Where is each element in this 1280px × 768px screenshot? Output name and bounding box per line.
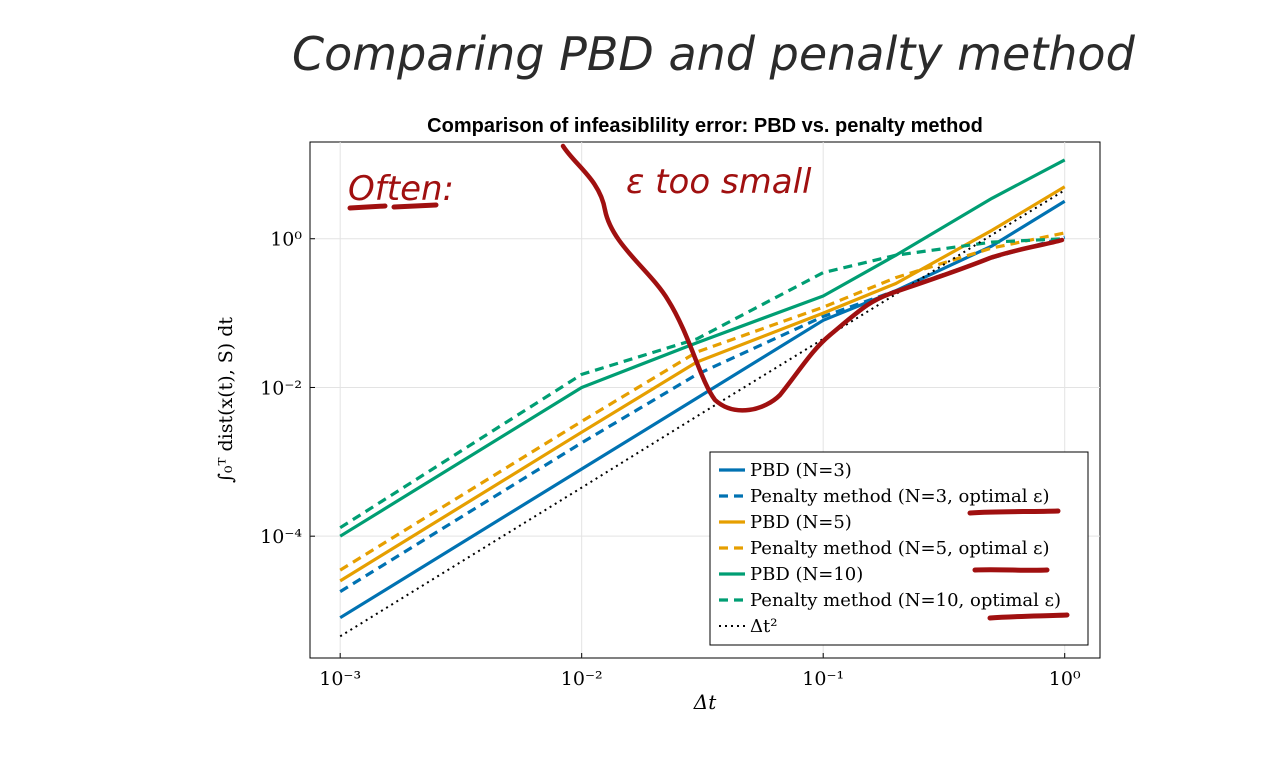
annotation-red-curve: [560, 143, 1065, 413]
series-line: [339, 237, 1065, 530]
handwritten-title: Comparing PBD and penalty method: [292, 27, 1136, 81]
x-tick-label: 10⁻²: [561, 668, 603, 690]
legend-label: PBD (N=10): [750, 564, 863, 585]
annotation-layer: Often: ε too small: [347, 143, 1070, 621]
annotation-often-underline: [347, 202, 439, 211]
chart-title: Comparison of infeasiblility error: PBD …: [427, 115, 983, 137]
legend-label: PBD (N=3): [750, 460, 852, 481]
annotation-epsilon-too-small: ε too small: [626, 162, 812, 202]
annotation-underline-2: [972, 567, 1050, 573]
y-tick-label: 10⁻²: [260, 377, 302, 399]
grid: [310, 142, 1100, 658]
x-axis: 10⁻³ 10⁻² 10⁻¹ 10⁰: [319, 653, 1081, 690]
series-line: [339, 158, 1066, 538]
series-line: [339, 189, 1066, 638]
y-tick-label: 10⁰: [270, 229, 302, 251]
y-tick-label: 10⁻⁴: [260, 526, 302, 548]
legend-label: Penalty method (N=5, optimal ε): [750, 538, 1050, 559]
legend-label: Δt²: [750, 616, 777, 637]
x-axis-label: Δt: [693, 690, 717, 714]
x-tick-label: 10⁰: [1049, 668, 1081, 690]
legend-label: Penalty method (N=3, optimal ε): [750, 486, 1050, 507]
annotation-underline-1: [967, 508, 1061, 516]
annotation-underline-3: [987, 612, 1070, 621]
annotation-often: Often:: [348, 169, 454, 209]
legend-box: [709, 451, 1089, 646]
legend-label: PBD (N=5): [750, 512, 852, 533]
series-line: [339, 185, 1066, 583]
x-tick-label: 10⁻³: [319, 668, 361, 690]
legend-label: Penalty method (N=10, optimal ε): [750, 590, 1061, 611]
legend: PBD (N=3) Penalty method (N=3, optimal ε)…: [709, 451, 1089, 646]
series-line: [339, 199, 1066, 620]
x-tick-label: 10⁻¹: [802, 668, 844, 690]
y-axis-label: ∫₀ᵀ dist(x(t), S) dt: [215, 317, 237, 483]
y-axis: 10⁻⁴ 10⁻² 10⁰: [260, 229, 315, 548]
